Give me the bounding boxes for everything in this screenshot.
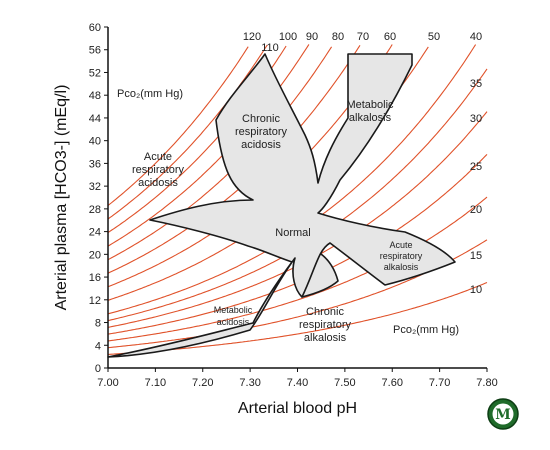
- y-tick-label: 36: [89, 158, 101, 170]
- region-label-acute-respiratory-alkalosis: Acute: [389, 240, 412, 250]
- y-tick-label: 32: [89, 181, 101, 193]
- isobar-label: 10: [470, 284, 482, 296]
- region-label-acute-respiratory-alkalosis: alkalosis: [384, 262, 419, 272]
- x-tick-label: 7.70: [429, 377, 450, 389]
- y-tick-label: 16: [89, 272, 101, 284]
- y-tick-label: 20: [89, 249, 101, 261]
- y-tick-label: 56: [89, 45, 101, 57]
- y-tick-label: 52: [89, 67, 101, 79]
- x-tick-label: 7.40: [287, 377, 308, 389]
- y-tick-label: 40: [89, 136, 101, 148]
- isobar-pco2-70: [107, 44, 361, 274]
- isobar-label: 110: [261, 42, 279, 54]
- isobar-label: 90: [306, 31, 318, 43]
- x-axis-title: Arterial blood pH: [238, 400, 357, 417]
- isobar-label: 25: [470, 161, 482, 173]
- logo-inner: [492, 403, 514, 425]
- isobar-label: 120: [243, 31, 261, 43]
- region-label-chronic-respiratory-acidosis: respiratory: [235, 126, 287, 138]
- region-label-acute-respiratory-alkalosis: respiratory: [380, 251, 423, 261]
- region-label-metabolic-alkalosis: alkalosis: [349, 112, 392, 124]
- y-tick-label: 4: [95, 340, 101, 352]
- isobar-label: 60: [384, 31, 396, 43]
- y-axis-title: Arterial plasma [HCO3-] (mEq/l): [53, 85, 70, 311]
- region-label-chronic-respiratory-alkalosis: Chronic: [306, 306, 344, 318]
- y-tick-label: 8: [95, 318, 101, 330]
- isobar-label: 70: [357, 31, 369, 43]
- y-tick-label: 60: [89, 22, 101, 34]
- y-tick-label: 28: [89, 204, 101, 216]
- region-label-chronic-respiratory-alkalosis: alkalosis: [304, 332, 347, 344]
- isobar-label: 35: [470, 78, 482, 90]
- isobar-label: 80: [332, 31, 344, 43]
- x-tick-label: 7.50: [334, 377, 355, 389]
- y-tick-label: 48: [89, 90, 101, 102]
- region-label-normal: Normal: [275, 227, 310, 239]
- x-tick-label: 7.10: [145, 377, 166, 389]
- isobar-label: 30: [470, 113, 482, 125]
- isobar-label: 15: [470, 250, 482, 262]
- x-tick-label: 7.20: [192, 377, 213, 389]
- isobar-pco2-120: [107, 46, 249, 206]
- isobar-label: 40: [470, 31, 482, 43]
- region-label-metabolic-acidosis: acidosis: [217, 317, 250, 327]
- y-tick-label: 0: [95, 363, 101, 375]
- region-label-metabolic-acidosis: Metabolic: [214, 305, 253, 315]
- x-tick-label: 7.60: [382, 377, 403, 389]
- x-tick-label: 7.00: [97, 377, 118, 389]
- region-label-acute-respiratory-acidosis: acidosis: [138, 177, 178, 189]
- region-label-acute-respiratory-acidosis: respiratory: [132, 164, 184, 176]
- region-label-chronic-respiratory-acidosis: Chronic: [242, 113, 280, 125]
- isobar-label: 100: [279, 31, 297, 43]
- x-tick-label: 7.30: [239, 377, 260, 389]
- region-label-chronic-respiratory-alkalosis: respiratory: [299, 319, 351, 331]
- isobar-label: 20: [470, 204, 482, 216]
- isobar-pco2-80: [107, 46, 333, 261]
- region-label-chronic-respiratory-acidosis: acidosis: [241, 139, 281, 151]
- y-tick-label: 24: [89, 227, 101, 239]
- pco2-legend: Pco₂(mm Hg): [393, 324, 459, 336]
- isobar-label: 50: [428, 31, 440, 43]
- logo-badge: M: [487, 398, 519, 430]
- region-main-shape: [107, 53, 456, 358]
- region-label-metabolic-alkalosis: Metabolic: [346, 99, 394, 111]
- disorder-regions: [107, 53, 456, 358]
- y-tick-label: 44: [89, 113, 101, 125]
- x-tick-label: 7.80: [476, 377, 497, 389]
- logo-letter: M: [495, 407, 511, 423]
- isobar-pco2-10: [107, 281, 488, 356]
- region-label-acute-respiratory-acidosis: Acute: [144, 151, 172, 163]
- pco2-legend: Pco₂(mm Hg): [117, 88, 183, 100]
- y-tick-label: 12: [89, 295, 101, 307]
